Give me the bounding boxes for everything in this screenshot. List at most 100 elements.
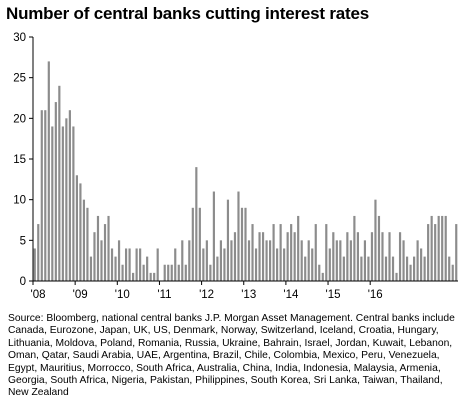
bar (430, 215, 433, 281)
bar (61, 126, 64, 281)
bar (205, 240, 208, 281)
bar (216, 256, 219, 281)
bar (339, 240, 342, 281)
y-tick-label: 5 (20, 235, 26, 247)
bar (40, 110, 43, 281)
bar (47, 61, 50, 282)
bar (153, 272, 156, 281)
bar (434, 224, 437, 281)
bar (353, 215, 356, 281)
bar (37, 224, 40, 281)
x-tick-label: '12 (199, 289, 214, 301)
bar (139, 248, 142, 281)
bar (44, 110, 47, 281)
bar (286, 232, 289, 281)
bar (451, 264, 454, 281)
x-tick-label: '16 (368, 289, 383, 301)
bar (167, 264, 170, 281)
bar (191, 207, 194, 281)
bar (146, 256, 149, 281)
x-tick-label: '14 (283, 289, 299, 301)
bar (251, 224, 254, 281)
bar (405, 256, 409, 281)
bar (244, 207, 247, 281)
bar (117, 240, 121, 281)
bar (254, 248, 258, 281)
bar (307, 240, 310, 281)
bar (416, 240, 419, 281)
bar (374, 199, 377, 281)
bar (311, 248, 314, 281)
bar (93, 232, 96, 281)
bar (427, 224, 430, 281)
bar (198, 207, 201, 281)
bar (304, 256, 307, 281)
bar (318, 264, 321, 281)
y-tick-label: 20 (13, 113, 26, 125)
bar (237, 191, 240, 281)
bar (79, 183, 82, 281)
bar (265, 240, 268, 281)
x-tick-label: '15 (326, 289, 341, 301)
bar (202, 248, 205, 281)
y-tick-label: 25 (13, 73, 26, 85)
bar (75, 175, 78, 281)
bar (444, 215, 447, 281)
x-tick-label: '13 (241, 289, 256, 301)
x-tick-label: '11 (157, 289, 171, 301)
bar (149, 272, 152, 281)
bar (54, 102, 57, 281)
bar (272, 224, 275, 281)
bar (297, 215, 300, 281)
bar (247, 240, 251, 281)
bar (283, 248, 286, 281)
bar (107, 215, 110, 281)
bar (212, 191, 215, 281)
bar (363, 240, 367, 281)
bar (142, 264, 145, 281)
bar (163, 264, 166, 281)
bar (258, 232, 261, 281)
bars-group (33, 61, 458, 282)
bar (356, 232, 359, 281)
bar (335, 240, 338, 281)
bar (332, 232, 335, 281)
bar (132, 272, 135, 281)
y-tick-label: 0 (20, 276, 26, 288)
bar (325, 224, 328, 281)
bar (293, 232, 296, 281)
bar (395, 272, 398, 281)
bar (68, 110, 71, 281)
bar (342, 256, 345, 281)
bar (233, 232, 237, 281)
x-tick-label: '09 (73, 289, 88, 301)
bar (58, 85, 61, 281)
bar (402, 240, 405, 281)
bar (279, 224, 282, 281)
bar (51, 126, 54, 281)
source-note: Source: Bloomberg, national central bank… (8, 313, 455, 399)
bar (240, 207, 244, 281)
bar (384, 256, 388, 281)
bar (413, 256, 416, 281)
bar (219, 240, 222, 281)
bar (170, 264, 173, 281)
bar (188, 240, 191, 281)
bar (226, 199, 230, 281)
bar (360, 256, 363, 281)
bar (209, 264, 212, 281)
bar (377, 215, 381, 281)
bar (223, 248, 226, 281)
bar (420, 248, 423, 281)
bar (110, 248, 114, 281)
bar (391, 256, 395, 281)
bar (441, 215, 444, 281)
bar (276, 248, 279, 281)
bar (96, 215, 100, 281)
bar (128, 248, 131, 281)
bar (86, 207, 89, 281)
bar (437, 215, 440, 281)
y-tick-label: 10 (13, 195, 26, 207)
bar (455, 224, 458, 281)
y-tick-label: 30 (13, 32, 26, 44)
